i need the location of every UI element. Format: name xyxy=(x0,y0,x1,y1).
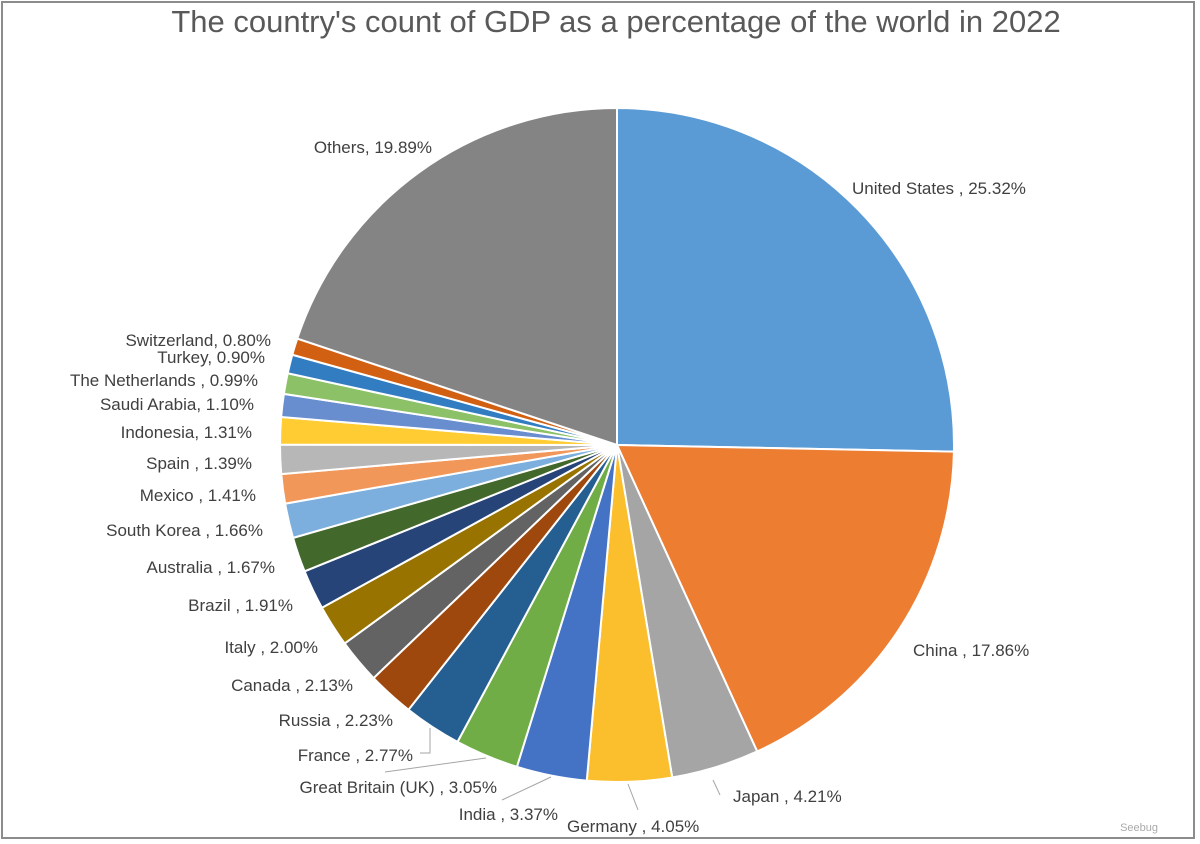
pie-slice-china xyxy=(615,443,955,753)
data-label: Great Britain (UK) , 3.05% xyxy=(300,778,497,797)
data-label: United States , 25.32% xyxy=(852,179,1026,198)
data-label: China , 17.86% xyxy=(913,641,1029,660)
data-label: Germany , 4.05% xyxy=(567,817,699,836)
data-label: Turkey, 0.90% xyxy=(157,348,265,367)
data-label: Italy , 2.00% xyxy=(224,638,318,657)
pie-slice-united-states xyxy=(616,106,955,453)
leader-line xyxy=(501,776,552,801)
data-label: Saudi Arabia, 1.10% xyxy=(100,395,254,414)
data-label: The Netherlands , 0.99% xyxy=(70,371,258,390)
data-label: South Korea , 1.66% xyxy=(106,521,263,540)
data-label: Australia , 1.67% xyxy=(146,558,275,577)
data-label: Switzerland, 0.80% xyxy=(125,331,271,350)
leader-line xyxy=(420,728,431,754)
data-label: Russia , 2.23% xyxy=(279,711,393,730)
chart-title: The country's count of GDP as a percenta… xyxy=(171,4,1061,39)
data-label: France , 2.77% xyxy=(298,746,413,765)
data-label: India , 3.37% xyxy=(459,805,558,824)
leader-line xyxy=(627,783,639,811)
data-label: Indonesia, 1.31% xyxy=(121,423,252,442)
leader-line xyxy=(712,779,721,796)
leader-line xyxy=(384,757,487,773)
data-label: Others, 19.89% xyxy=(314,138,432,157)
pie-slice-others xyxy=(295,106,618,447)
data-label: Spain , 1.39% xyxy=(146,454,252,473)
watermark: Seebug xyxy=(1120,822,1158,834)
data-label: Mexico , 1.41% xyxy=(140,486,256,505)
data-label: Brazil , 1.91% xyxy=(188,596,293,615)
data-label: Canada , 2.13% xyxy=(231,676,353,695)
data-label: Japan , 4.21% xyxy=(733,787,842,806)
